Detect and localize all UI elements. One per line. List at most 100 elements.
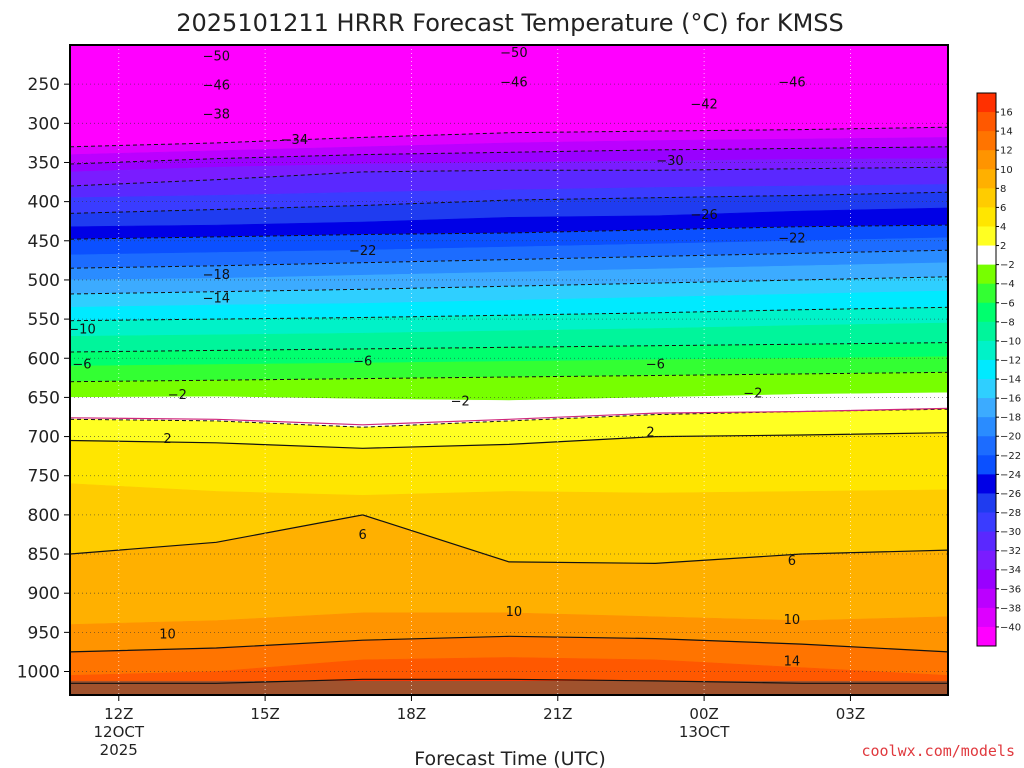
colorbar: −40−38−36−34−32−30−28−26−24−22−20−18−16−… (976, 92, 1021, 647)
colorbar-swatch (977, 626, 996, 647)
colorbar-label: −36 (1000, 584, 1021, 595)
colorbar-swatch (977, 131, 996, 151)
colorbar-label: 14 (1000, 127, 1013, 138)
colorbar-label: −28 (1000, 508, 1021, 519)
y-tick-label: 450 (28, 232, 60, 252)
freezing-line (70, 407, 948, 426)
contour-lines (70, 126, 948, 684)
y-tick-label: 650 (28, 388, 60, 408)
solid-contour-line (70, 514, 948, 565)
y-tick-label: 250 (28, 75, 60, 95)
colorbar-swatch (977, 493, 996, 513)
plot-frame (69, 44, 949, 696)
colorbar-label: −14 (1000, 375, 1021, 386)
contour-label: −30 (656, 154, 683, 169)
colorbar-label: −38 (1000, 603, 1021, 614)
y-tick-label: 600 (28, 349, 60, 369)
x-axis-label: Forecast Time (UTC) (414, 748, 605, 768)
contour-label: −46 (203, 79, 230, 94)
contour-label: 2 (646, 426, 654, 441)
dashed-contour-line (70, 306, 948, 322)
colorbar-label: 16 (1000, 108, 1013, 119)
temperature-bands (70, 45, 948, 695)
colorbar-label: −24 (1000, 470, 1021, 481)
x-tick-label: 18Z (397, 705, 426, 723)
contour-label: −10 (68, 322, 95, 337)
x-tick-label: 00Z (689, 705, 718, 723)
y-tick-label: 1000 (17, 663, 60, 683)
colorbar-swatch (977, 569, 996, 590)
colorbar-label: −20 (1000, 432, 1021, 443)
colorbar-swatch (977, 379, 996, 399)
y-tick-label: 300 (28, 114, 60, 134)
colorbar-swatch (977, 245, 996, 266)
y-tick-label: 700 (28, 428, 60, 448)
contour-label: −46 (500, 76, 527, 91)
colorbar-label: 2 (1000, 241, 1006, 252)
x-tick-date: 13OCT (679, 723, 730, 741)
contour-label: −50 (500, 46, 527, 61)
contour-label: 10 (784, 613, 801, 628)
colorbar-label: −6 (1000, 298, 1015, 309)
colorbar-label: 12 (1000, 146, 1013, 157)
contour-label: 6 (359, 528, 367, 543)
colorbar-label: −18 (1000, 413, 1021, 424)
dashed-contour-line (70, 126, 948, 148)
contour-label: 10 (506, 605, 523, 620)
colorbar-label: −22 (1000, 451, 1021, 462)
colorbar-label: −26 (1000, 489, 1021, 500)
colorbar-swatch (977, 112, 996, 132)
chart-title: 2025101211 HRRR Forecast Temperature (°C… (176, 9, 844, 37)
contour-label: −18 (203, 268, 230, 283)
colorbar-label: −2 (1000, 260, 1015, 271)
colorbar-label: −40 (1000, 622, 1021, 633)
colorbar-label: 8 (1000, 184, 1006, 195)
contour-label: −42 (690, 98, 717, 113)
contour-label: 2 (163, 432, 171, 447)
colorbar-swatch (977, 302, 996, 323)
credit-text: coolwx.com/models (861, 742, 1015, 760)
x-tick-label: 15Z (250, 705, 279, 723)
colorbar-swatch (977, 436, 996, 456)
colorbar-label: −8 (1000, 317, 1015, 328)
colorbar-label: 10 (1000, 165, 1013, 176)
x-tick-label: 03Z (836, 705, 865, 723)
x-tick-label: 21Z (543, 705, 572, 723)
contour-label: −38 (203, 108, 230, 123)
colorbar-label: 4 (1000, 222, 1006, 233)
contour-label: −34 (281, 133, 308, 148)
colorbar-label: −32 (1000, 546, 1021, 557)
colorbar-label: −16 (1000, 394, 1021, 405)
grid-lines (70, 45, 948, 695)
contour-label: −2 (168, 388, 187, 403)
contour-label: −50 (203, 50, 230, 65)
y-tick-label: 550 (28, 310, 60, 330)
dashed-contour-line (70, 371, 948, 383)
colorbar-swatch (977, 226, 996, 246)
colorbar-swatch (977, 321, 996, 342)
contour-label: −14 (203, 292, 230, 307)
colorbar-swatch (977, 264, 996, 285)
colorbar-swatch (977, 455, 996, 475)
contour-label: 10 (159, 628, 176, 643)
y-tick-label: 800 (28, 506, 60, 526)
colorbar-swatch (977, 340, 996, 361)
colorbar-swatch (977, 188, 996, 208)
dashed-contour-line (70, 224, 948, 240)
colorbar-label: −12 (1000, 355, 1021, 366)
contour-label: −6 (72, 358, 91, 373)
solid-contour-line (70, 432, 948, 449)
contour-label: −26 (690, 208, 717, 223)
contour-label: −6 (646, 358, 665, 373)
colorbar-swatch (977, 93, 996, 113)
colorbar-label: −10 (1000, 336, 1021, 347)
y-tick-label: 350 (28, 153, 60, 173)
colorbar-label: −4 (1000, 279, 1015, 290)
colorbar-swatch (977, 531, 996, 552)
contour-label: −22 (778, 231, 805, 246)
colorbar-swatch (977, 512, 996, 532)
y-tick-label: 850 (28, 545, 60, 565)
contour-label: −22 (349, 244, 376, 259)
contour-label: 6 (788, 554, 796, 569)
